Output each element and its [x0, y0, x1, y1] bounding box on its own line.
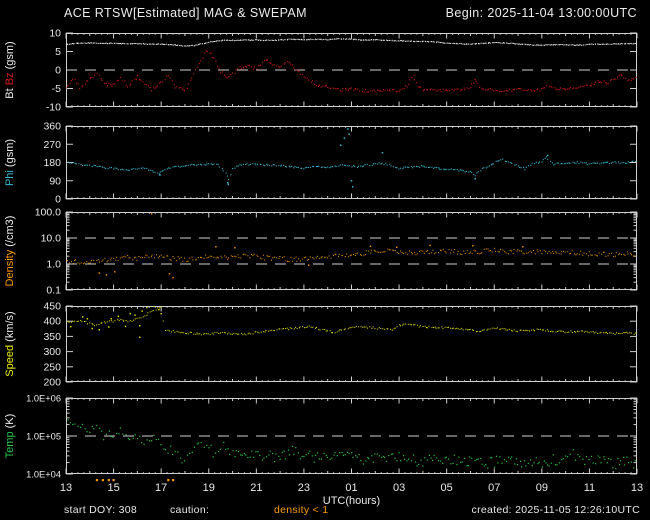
ytick-label-speed: 350	[43, 331, 61, 343]
caution-marks	[95, 479, 175, 482]
caution-label: caution:	[170, 504, 210, 516]
panel-temp: 1.0E+06 1.0E+05 1.0E+04 Temp (K)	[4, 394, 638, 480]
axis-label-phi: Phi (gsm)	[4, 139, 16, 186]
ytick-label-phi: 180	[43, 157, 61, 169]
xtick-label: 01	[345, 482, 357, 494]
ytick-label-mag: -5	[52, 83, 61, 95]
xtick-label: 19	[203, 482, 215, 494]
x-axis-labels: 13 15 17 19 21 23 01 03 05 07 09 11 13 UTC(hours)	[60, 482, 643, 507]
xtick-label: 13	[631, 482, 643, 494]
ytick-label-density: 10.0	[41, 233, 62, 245]
ytick-label-temp: 1.0E+04	[26, 470, 61, 480]
ytick-label-speed: 300	[43, 346, 61, 358]
panel-frame	[66, 212, 637, 290]
caution-mark-dot	[112, 479, 115, 482]
axis-label-density: Density (/cm3)	[4, 216, 16, 287]
caution-mark-dot	[95, 479, 99, 482]
panel-frame	[66, 126, 637, 199]
panel-phi: 360 270 180 90 0 Phi (gsm)	[4, 121, 638, 206]
data-layer-phi	[67, 128, 637, 188]
created-timestamp: created: 2025-11-05 12:26:10UTC	[471, 504, 640, 516]
ytick-label-temp: 1.0E+06	[26, 394, 61, 404]
ytick-label-phi: 0	[55, 194, 61, 206]
data-layer-speed	[66, 306, 637, 339]
xtick-label: 21	[250, 482, 262, 494]
xtick-label: 15	[107, 482, 119, 494]
ytick-label-mag: 10	[49, 28, 61, 40]
xtick-label: 13	[60, 482, 72, 494]
ytick-label-speed: 250	[43, 361, 61, 373]
x-axis-title: UTC(hours)	[323, 495, 380, 507]
axis-label-speed: Speed (km/s)	[4, 311, 16, 376]
ytick-label-speed: 450	[43, 301, 61, 313]
xtick-label: 07	[488, 482, 500, 494]
ytick-label-phi: 360	[43, 121, 61, 133]
panel-density: 100.0 10.0 1.0 0.1 Density (/cm3)	[4, 207, 638, 297]
caution-mark-dot	[171, 479, 175, 482]
xtick-label: 05	[441, 482, 453, 494]
data-layer-temp	[66, 419, 636, 470]
ytick-label-speed: 400	[43, 316, 61, 328]
ytick-label-speed: 200	[43, 377, 61, 389]
axis-label-mag: Bt Bz (gsm)	[4, 41, 16, 98]
xtick-label: 03	[393, 482, 405, 494]
caution-mark-dot	[167, 479, 170, 482]
ytick-label-density: 100.0	[35, 207, 61, 219]
axis-label-temp: Temp (K)	[4, 414, 16, 459]
ytick-label-temp: 1.0E+05	[26, 432, 61, 442]
plot-title: ACE RTSW[Estimated] MAG & SWEPAM	[64, 6, 307, 20]
ytick-label-phi: 270	[43, 139, 61, 151]
ytick-label-density: 1.0	[46, 259, 61, 271]
xtick-label: 11	[584, 482, 595, 494]
start-doy-label: start DOY: 308	[64, 504, 138, 516]
data-layer-density	[66, 213, 636, 279]
caution-value: density < 1	[274, 504, 329, 516]
xtick-label: 09	[536, 482, 548, 494]
data-layer-mag	[66, 38, 637, 93]
caution-mark-dot	[101, 479, 104, 482]
begin-timestamp: Begin: 2025-11-04 13:00:00UTC	[445, 6, 637, 20]
ytick-label-density: 0.1	[46, 285, 61, 297]
ytick-label-mag: 5	[55, 46, 61, 58]
panel-frame	[66, 306, 637, 382]
ytick-label-mag: -10	[46, 102, 61, 114]
panel-mag: 10 5 0 -5 -10 Bt Bz (gsm)	[4, 28, 638, 114]
panel-speed: 450 400 350 300 250 200 Speed (km/s)	[4, 301, 638, 389]
ytick-label-mag: 0	[55, 65, 61, 77]
xtick-label: 17	[155, 482, 167, 494]
xtick-label: 23	[298, 482, 310, 494]
ytick-label-phi: 90	[49, 175, 61, 187]
caution-mark-dot	[107, 479, 110, 482]
